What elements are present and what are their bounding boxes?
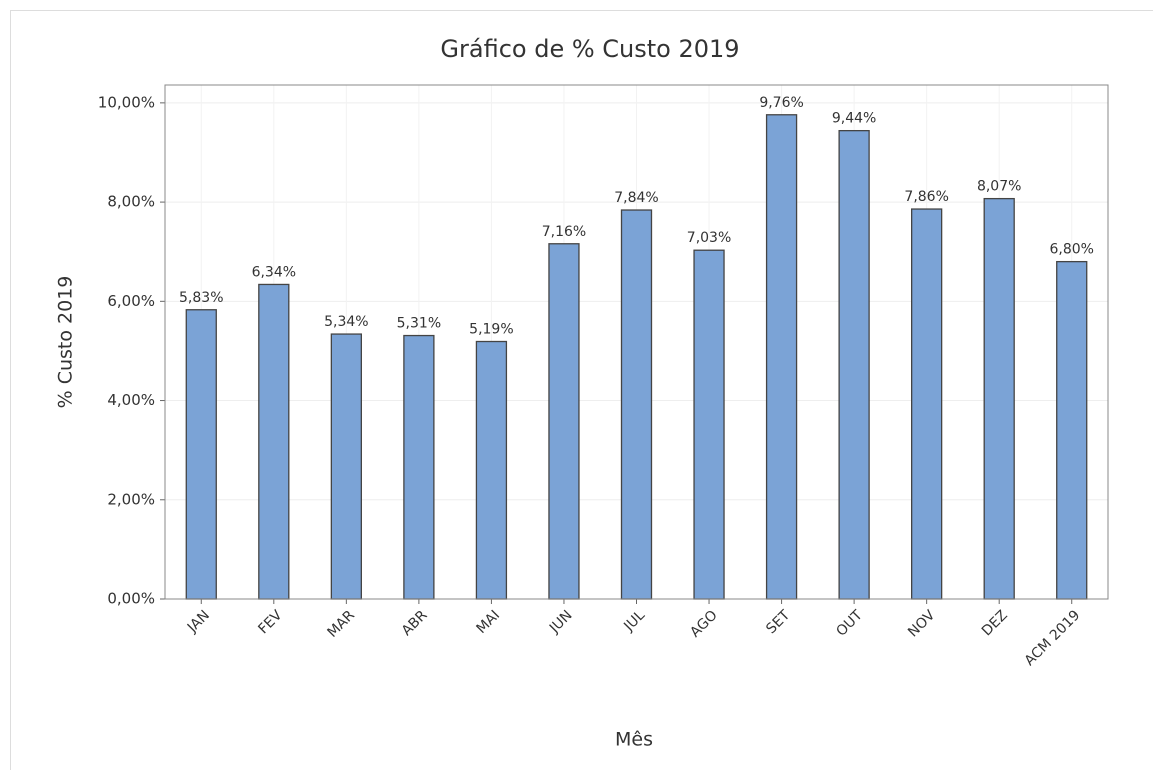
data-label: 8,07%	[977, 179, 1021, 195]
bar	[983, 197, 1015, 600]
plot-border	[164, 84, 1109, 600]
y-tick-label: 0,00%	[107, 590, 155, 608]
bar	[548, 243, 580, 600]
bar	[765, 114, 798, 600]
data-label: 7,16%	[542, 224, 586, 240]
y-tick-label: 4,00%	[107, 391, 155, 409]
data-label: 5,31%	[397, 316, 441, 332]
data-label: 9,44%	[832, 111, 876, 127]
bar	[475, 340, 508, 600]
data-label: 6,80%	[1049, 242, 1093, 258]
data-label: 5,34%	[324, 314, 368, 330]
bar	[330, 333, 362, 600]
y-axis-label: % Custo 2019	[55, 276, 77, 409]
data-label: 5,83%	[179, 290, 223, 306]
bar	[620, 209, 653, 600]
data-label: 7,03%	[687, 230, 731, 246]
y-tick-label: 10,00%	[98, 93, 155, 111]
y-tick-label: 6,00%	[107, 292, 155, 310]
bar	[911, 208, 943, 600]
data-label: 5,19%	[469, 322, 513, 338]
y-tick-label: 2,00%	[107, 490, 155, 508]
bar	[258, 283, 290, 600]
bar	[1056, 260, 1088, 600]
x-axis-label: Mês	[615, 729, 653, 751]
data-label: 7,86%	[904, 189, 948, 205]
bar	[185, 309, 217, 600]
y-tick-label: 8,00%	[107, 193, 155, 211]
data-label: 9,76%	[759, 95, 803, 111]
chart-title: Gráfico de % Custo 2019	[440, 35, 739, 63]
data-label: 7,84%	[614, 190, 658, 206]
data-label: 6,34%	[252, 264, 296, 280]
bar	[403, 334, 435, 600]
bar	[838, 129, 870, 600]
bar	[693, 249, 725, 600]
